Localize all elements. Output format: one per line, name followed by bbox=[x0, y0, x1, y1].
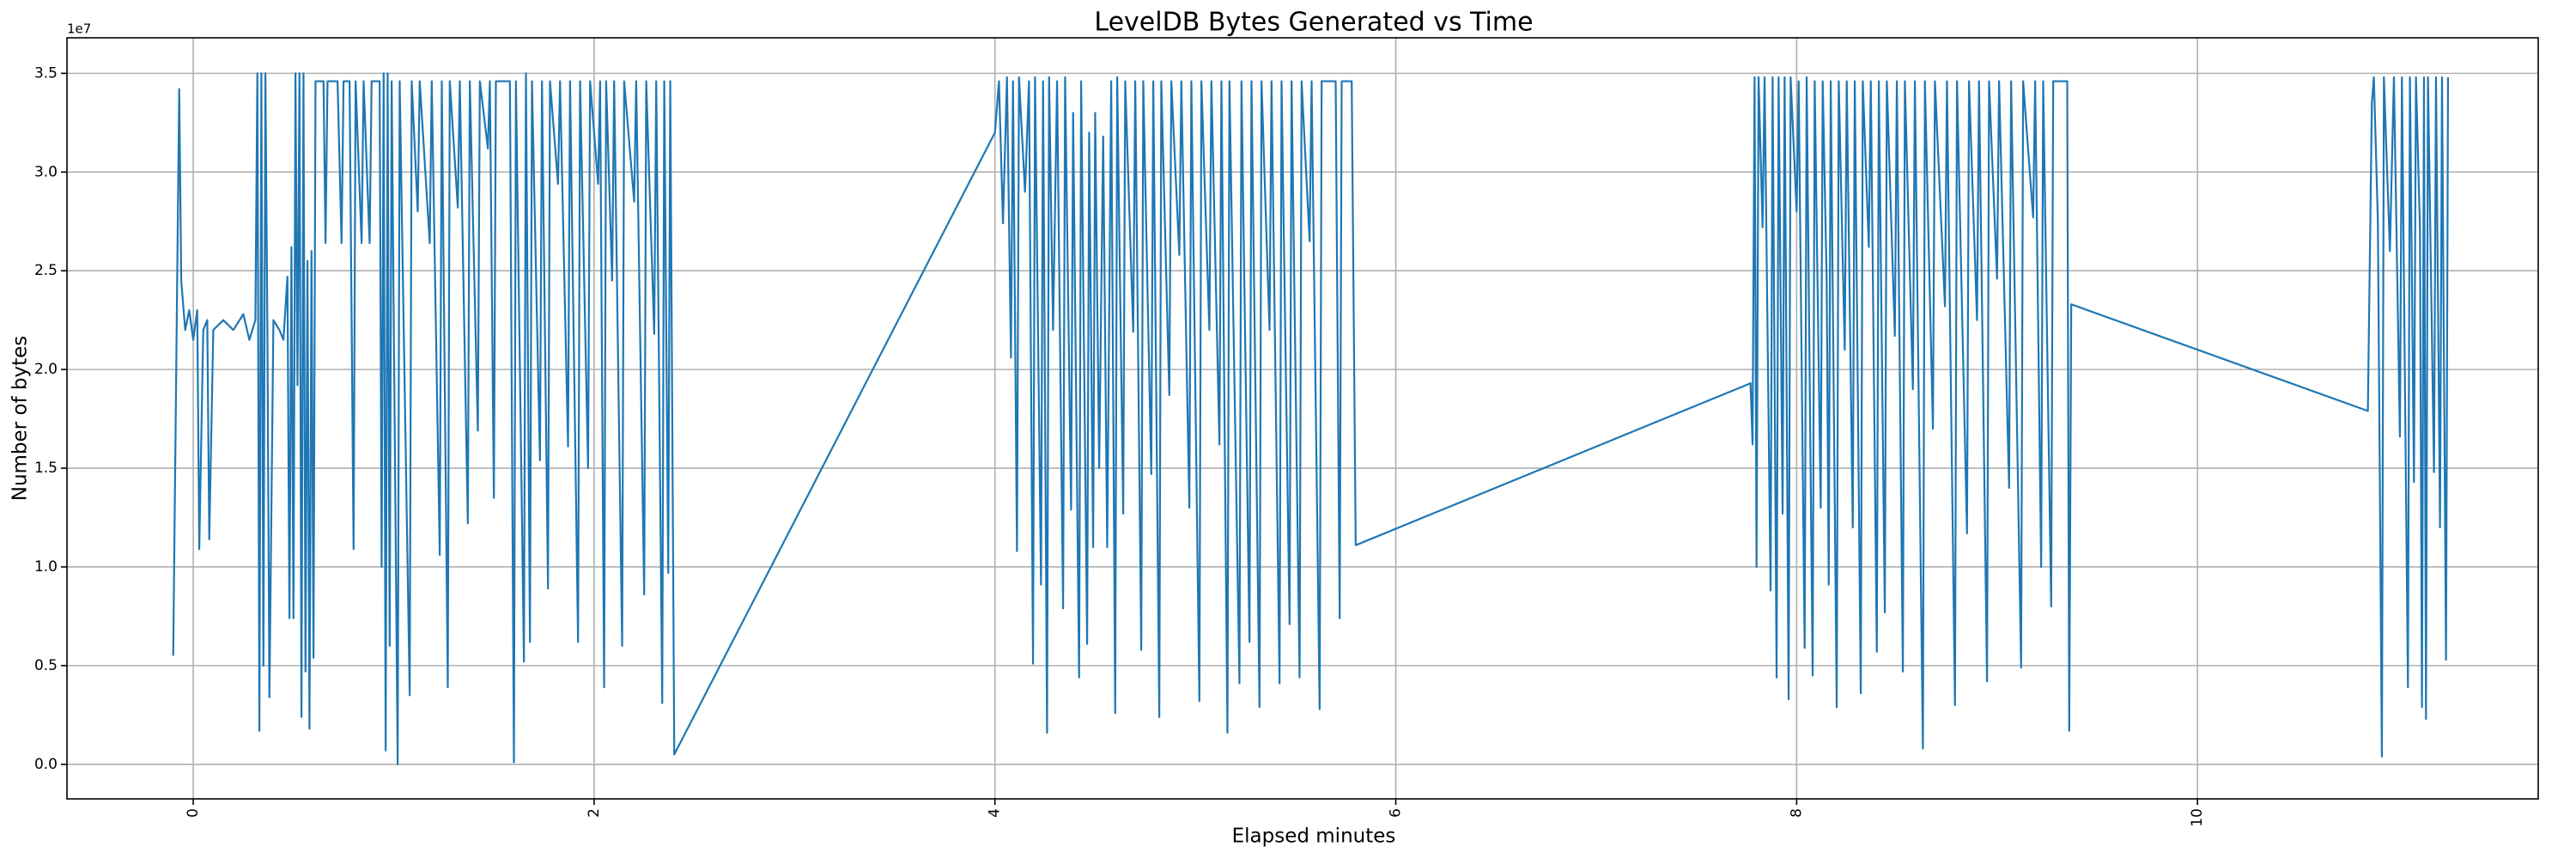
y-tick-label: 2.0 bbox=[34, 361, 58, 378]
plot-frame bbox=[66, 37, 2539, 800]
data-line bbox=[172, 72, 2450, 765]
y-offset-text: 1e7 bbox=[67, 21, 91, 37]
x-tick-label: 8 bbox=[1788, 808, 1805, 818]
x-tick-label: 2 bbox=[586, 808, 603, 818]
x-tick-label: 10 bbox=[2189, 808, 2206, 827]
x-tick-label: 4 bbox=[987, 808, 1004, 818]
x-tick-label: 6 bbox=[1388, 808, 1405, 818]
x-tick-label: 0 bbox=[185, 808, 202, 818]
y-tick-label: 1.0 bbox=[34, 558, 58, 576]
y-axis-label: Number of bytes bbox=[9, 336, 32, 502]
chart-title: LevelDB Bytes Generated vs Time bbox=[1094, 8, 1533, 38]
y-tick-label: 3.0 bbox=[34, 163, 58, 180]
y-tick-label: 0.0 bbox=[34, 756, 58, 773]
y-tick-label: 1.5 bbox=[34, 460, 58, 477]
y-tick-label: 3.5 bbox=[34, 64, 58, 82]
x-axis-label: Elapsed minutes bbox=[1232, 825, 1396, 848]
y-tick-label: 0.5 bbox=[34, 657, 58, 674]
y-tick-label: 2.5 bbox=[34, 262, 58, 279]
